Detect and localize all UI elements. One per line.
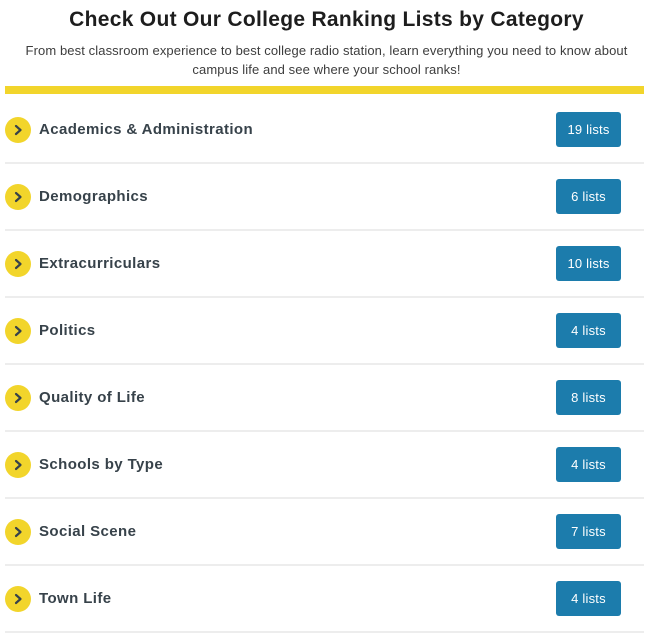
category-row-academics-administration[interactable]: Academics & Administration 19 lists xyxy=(5,97,644,164)
chevron-right-icon[interactable] xyxy=(5,518,31,545)
list-count-badge: 7 lists xyxy=(556,514,621,549)
category-label: Social Scene xyxy=(39,523,137,540)
category-row-social-scene[interactable]: Social Scene 7 lists xyxy=(5,499,644,566)
category-label: Quality of Life xyxy=(39,389,146,406)
yellow-accent-bar xyxy=(5,86,644,94)
category-row-schools-by-type[interactable]: Schools by Type 4 lists xyxy=(5,432,644,499)
category-label: Schools by Type xyxy=(39,456,164,473)
chevron-right-icon[interactable] xyxy=(5,317,31,344)
chevron-right-icon[interactable] xyxy=(5,585,31,612)
chevron-right-icon[interactable] xyxy=(5,116,31,143)
list-count-badge: 8 lists xyxy=(556,380,621,415)
category-row-demographics[interactable]: Demographics 6 lists xyxy=(5,164,644,231)
category-label: Academics & Administration xyxy=(39,121,254,138)
chevron-right-icon[interactable] xyxy=(5,250,31,277)
list-count-badge: 6 lists xyxy=(556,179,621,214)
category-row-quality-of-life[interactable]: Quality of Life 8 lists xyxy=(5,365,644,432)
chevron-right-icon[interactable] xyxy=(5,451,31,478)
category-row-politics[interactable]: Politics 4 lists xyxy=(5,298,644,365)
page-title: Check Out Our College Ranking Lists by C… xyxy=(69,8,584,31)
list-count-badge: 4 lists xyxy=(556,313,621,348)
list-count-badge: 4 lists xyxy=(556,581,621,616)
page-subtitle: From best classroom experience to best c… xyxy=(25,43,628,77)
category-label: Demographics xyxy=(39,188,148,205)
category-label: Politics xyxy=(39,322,96,339)
chevron-right-icon[interactable] xyxy=(5,183,31,210)
category-row-town-life[interactable]: Town Life 4 lists xyxy=(5,566,644,633)
category-label: Town Life xyxy=(39,590,112,607)
category-label: Extracurriculars xyxy=(39,255,161,272)
list-count-badge: 19 lists xyxy=(556,112,621,147)
category-row-extracurriculars[interactable]: Extracurriculars 10 lists xyxy=(5,231,644,298)
category-list: Academics & Administration 19 lists Demo… xyxy=(5,97,644,633)
list-count-badge: 4 lists xyxy=(556,447,621,482)
chevron-right-icon[interactable] xyxy=(5,384,31,411)
list-count-badge: 10 lists xyxy=(556,246,621,281)
